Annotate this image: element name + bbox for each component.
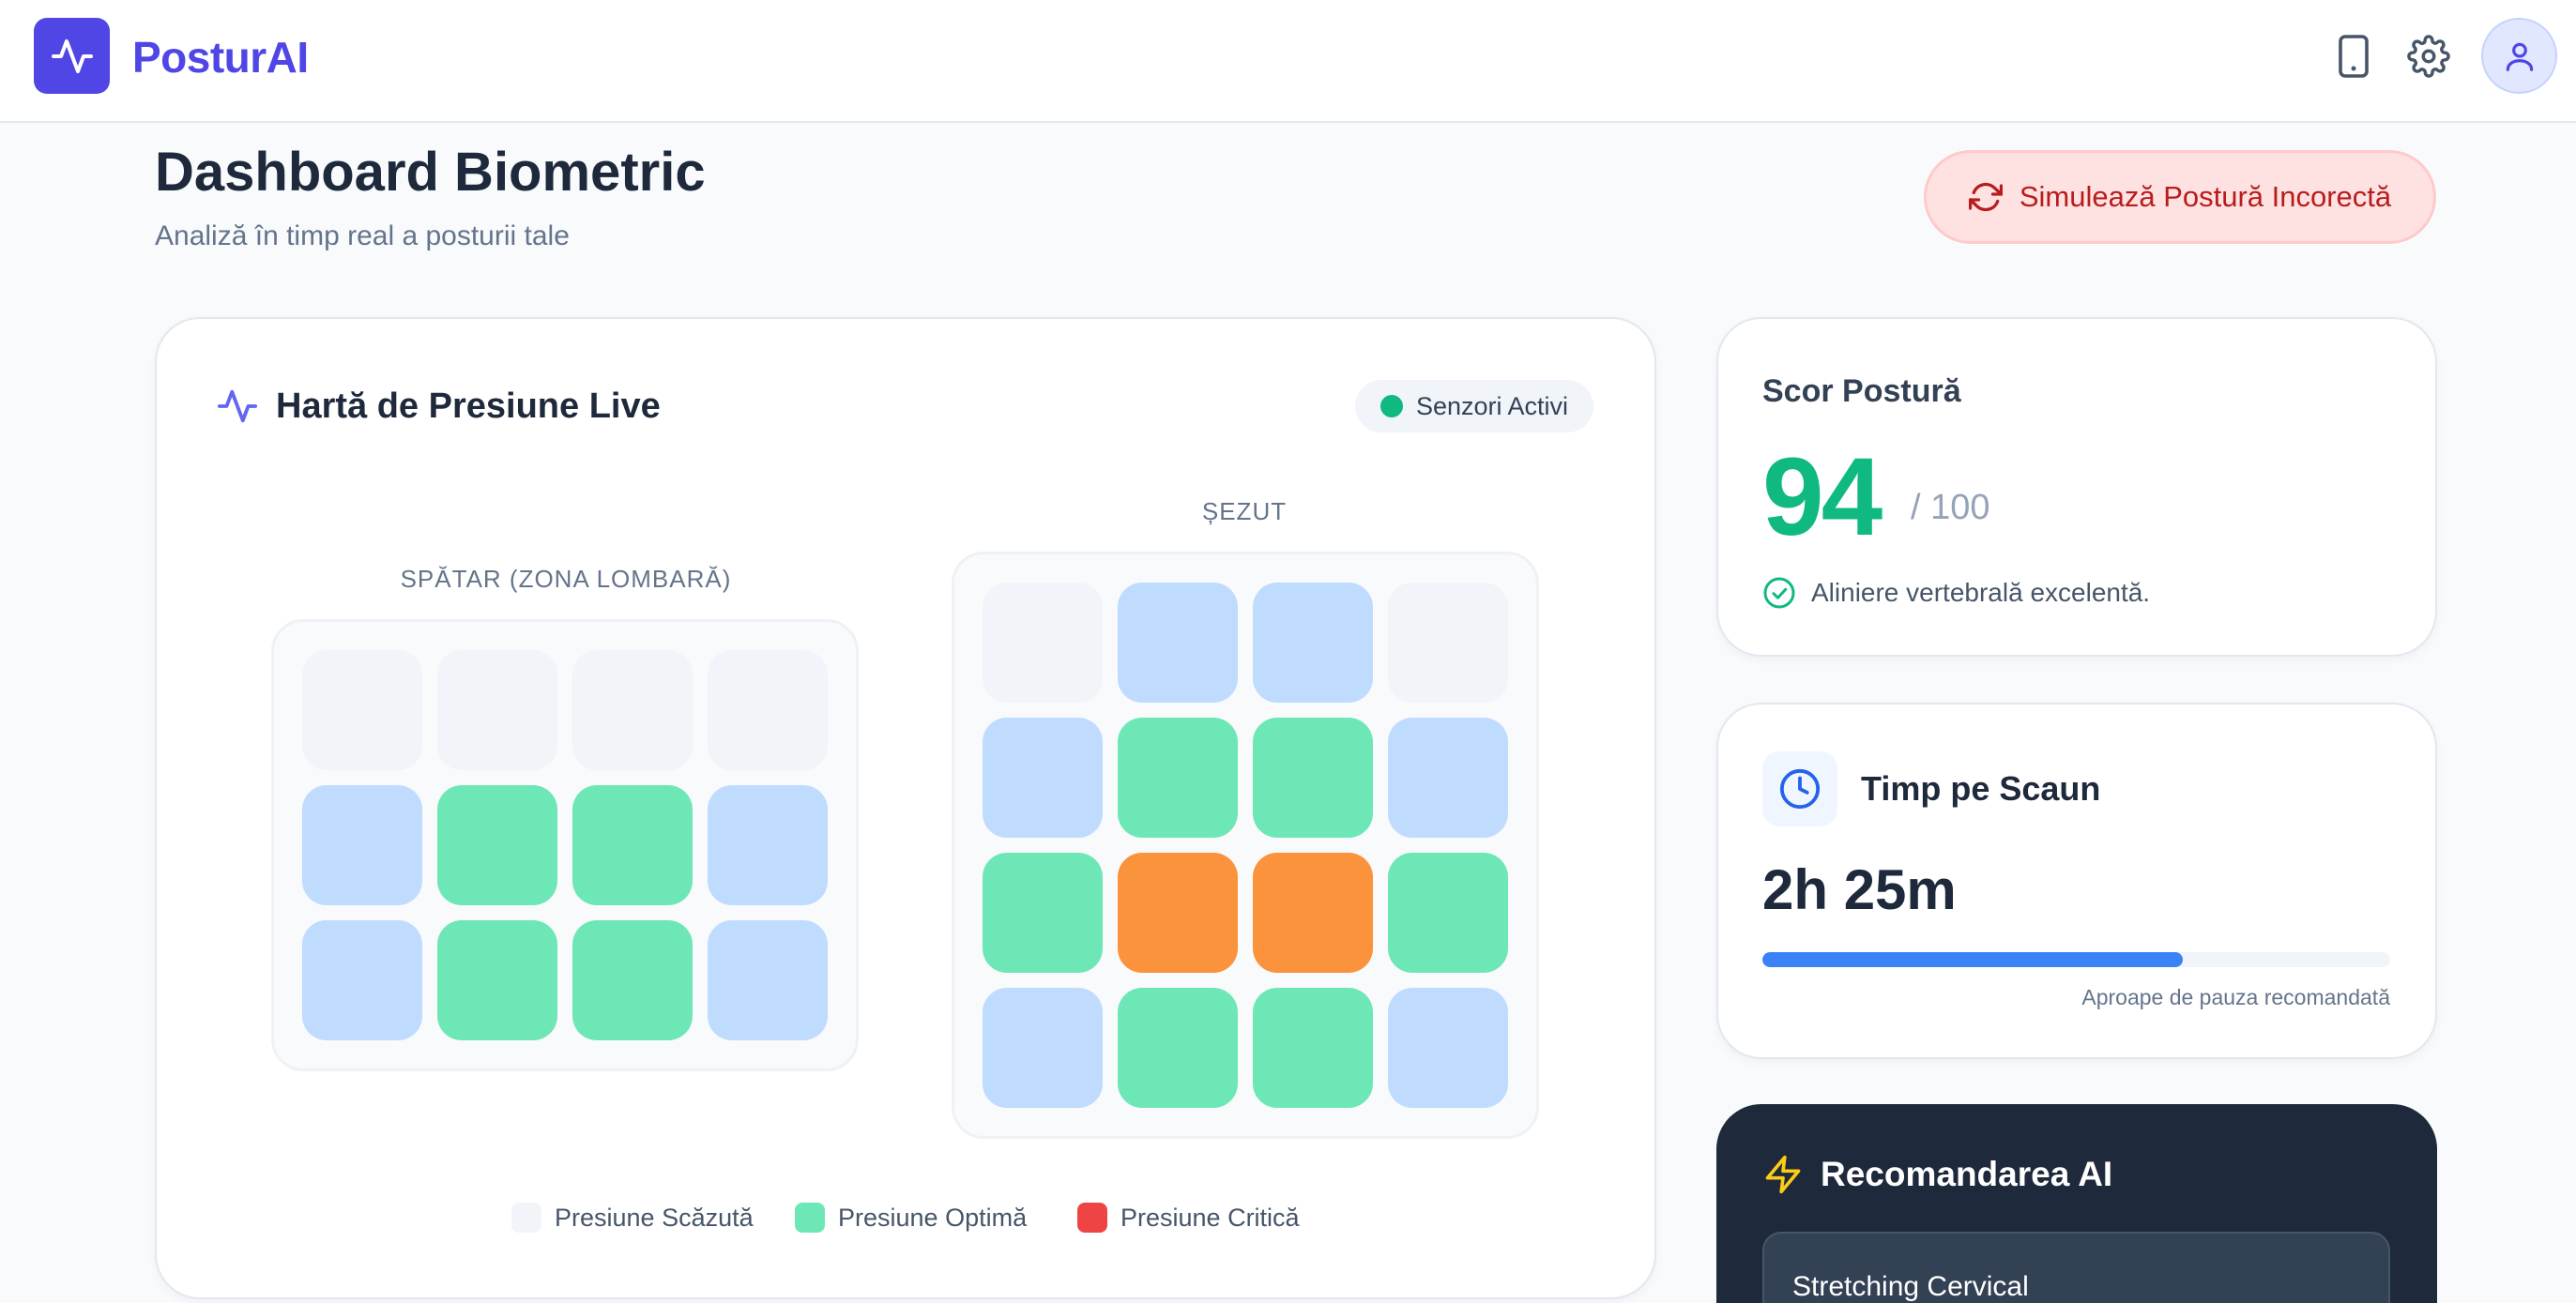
seat-time-progress-bar — [1762, 952, 2390, 967]
seat-sensor-cell — [1118, 853, 1238, 973]
back-sensor-cell — [437, 920, 557, 1040]
seat-sensor-cell — [983, 853, 1103, 973]
top-navbar — [0, 0, 2576, 123]
simulate-posture-button[interactable]: Simulează Postură Incorectă — [1924, 150, 2436, 244]
back-sensor-cell — [572, 920, 693, 1040]
seat-sensor-cell — [1253, 988, 1373, 1108]
legend-label-optimal: Presiune Optimă — [838, 1203, 1028, 1232]
seat-sensor-cell — [1118, 583, 1238, 703]
seat-sensor-cell — [1118, 988, 1238, 1108]
seat-sensor-cell — [983, 583, 1103, 703]
legend-item-critical: Presiune Critică — [1077, 1203, 1300, 1233]
sensor-status-text: Senzori Activi — [1415, 391, 1569, 420]
seat-time-title: Timp pe Scaun — [1861, 769, 2101, 808]
posture-score-card — [1716, 317, 2437, 657]
lightning-icon — [1765, 1155, 1801, 1194]
back-sensor-cell — [302, 785, 422, 905]
back-zone-label: SPĂTAR (ZONA LOMBARĂ) — [400, 565, 732, 593]
seat-sensor-cell — [1253, 583, 1373, 703]
gear-icon[interactable] — [2399, 26, 2459, 86]
legend-swatch-low — [511, 1203, 541, 1233]
sensor-status-badge: Senzori Activi — [1355, 380, 1593, 432]
pressure-map-title: Hartă de Presiune Live — [216, 385, 661, 428]
seat-time-progress-fill — [1762, 952, 2184, 967]
refresh-icon — [1968, 182, 2003, 212]
legend-item-optimal: Presiune Optimă — [795, 1203, 1027, 1233]
user-icon — [2506, 42, 2533, 71]
back-sensor-cell — [572, 650, 693, 770]
back-sensor-cell — [437, 650, 557, 770]
page-title: Dashboard Biometric — [155, 142, 706, 203]
back-sensor-cell — [302, 920, 422, 1040]
seat-sensor-cell — [983, 988, 1103, 1108]
back-sensor-cell — [708, 920, 828, 1040]
app-name[interactable]: PosturAI — [132, 33, 309, 82]
pressure-map-title-text: Hartă de Presiune Live — [276, 386, 661, 426]
ai-recommendation-title: Recomandarea AI — [1762, 1154, 2112, 1195]
seat-sensor-cell — [1388, 718, 1508, 838]
check-circle-icon — [1763, 577, 1795, 609]
score-value: 94 — [1762, 435, 1882, 559]
seat-sensor-cell — [1118, 718, 1238, 838]
seat-zone-grid — [952, 552, 1539, 1139]
back-sensor-cell — [708, 650, 828, 770]
seat-zone-label: ȘEZUT — [1201, 497, 1288, 525]
seat-time-note: Aproape de pauza recomandată — [2081, 985, 2390, 1009]
pulse-icon — [217, 389, 258, 423]
back-sensor-cell — [572, 785, 693, 905]
seat-time-value: 2h 25m — [1762, 858, 1957, 921]
score-title: Scor Postură — [1762, 373, 1961, 409]
legend-label-critical: Presiune Critică — [1120, 1203, 1300, 1232]
legend-item-low: Presiune Scăzută — [511, 1203, 754, 1233]
back-sensor-cell — [708, 785, 828, 905]
user-avatar[interactable] — [2481, 18, 2557, 94]
seat-sensor-cell — [1388, 853, 1508, 973]
seat-sensor-cell — [1253, 718, 1373, 838]
simulate-button-label: Simulează Postură Incorectă — [2019, 180, 2392, 213]
back-zone-grid — [271, 619, 859, 1071]
ai-recommendation-item-label: Stretching Cervical — [1792, 1271, 2029, 1302]
legend-swatch-optimal — [795, 1203, 825, 1233]
seat-sensor-cell — [1388, 988, 1508, 1108]
page-subtitle: Analiză în timp real a posturii tale — [155, 220, 570, 251]
score-max: / 100 — [1911, 488, 1990, 527]
back-sensor-cell — [437, 785, 557, 905]
legend-label-low: Presiune Scăzută — [555, 1203, 754, 1232]
seat-sensor-cell — [1388, 583, 1508, 703]
score-note-text: Aliniere vertebrală excelentă. — [1811, 578, 2151, 607]
seat-sensor-cell — [1253, 853, 1373, 973]
logo-pulse-icon[interactable] — [34, 18, 110, 94]
ai-recommendation-item[interactable] — [1762, 1232, 2390, 1303]
tablet-icon[interactable] — [2324, 26, 2384, 86]
legend-swatch-critical — [1077, 1203, 1107, 1233]
ai-title-text: Recomandarea AI — [1821, 1155, 2113, 1193]
seat-sensor-cell — [983, 718, 1103, 838]
back-sensor-cell — [302, 650, 422, 770]
score-note: Aliniere vertebrală excelentă. — [1762, 576, 2150, 610]
clock-icon — [1762, 751, 1837, 826]
status-dot — [1379, 395, 1403, 417]
